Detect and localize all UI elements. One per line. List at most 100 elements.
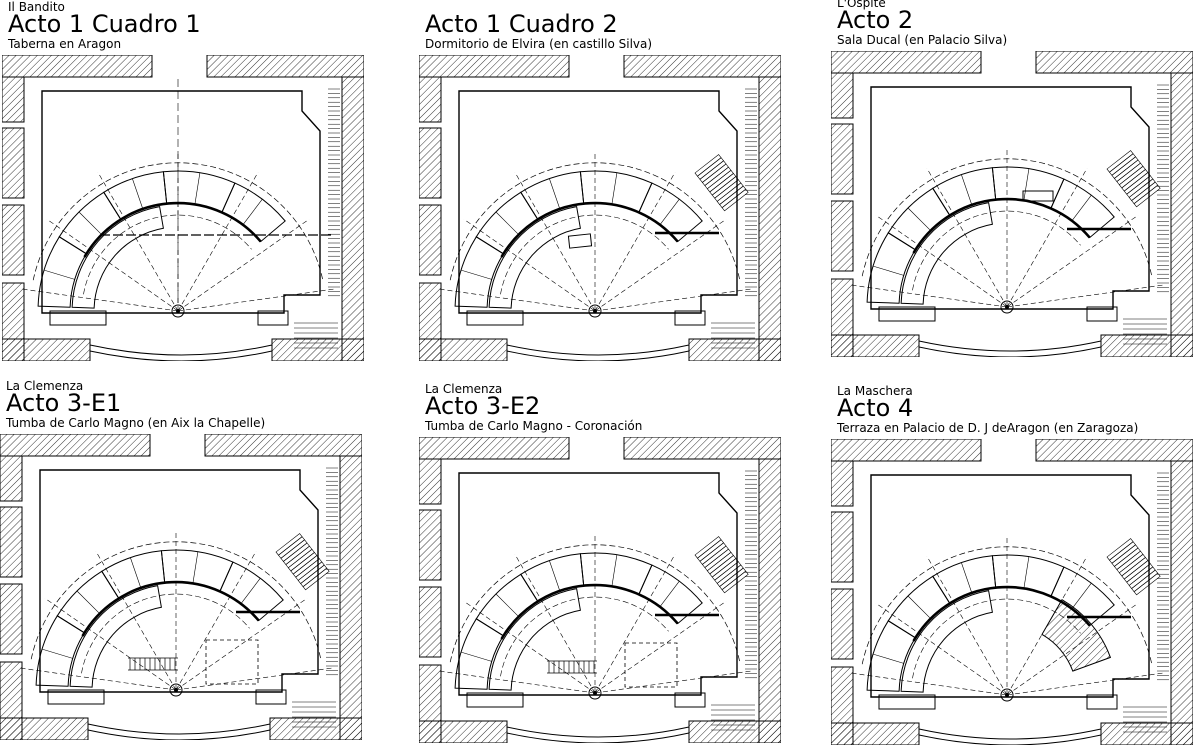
sight-arc xyxy=(500,596,669,677)
wall xyxy=(0,717,89,740)
proscenium-curve xyxy=(918,734,1102,745)
wall xyxy=(419,720,508,743)
wall xyxy=(0,583,23,655)
sight-line xyxy=(46,218,179,312)
wall xyxy=(831,72,854,119)
wing-block xyxy=(1086,306,1118,322)
stair-step xyxy=(1133,572,1161,596)
staircase xyxy=(275,533,330,591)
proscenium-curve xyxy=(918,728,1102,740)
scene-subtitle: Tumba de Carlo Magno (en Aix la Chapelle… xyxy=(6,416,266,430)
wall xyxy=(1035,51,1193,74)
proscenium-curve xyxy=(918,340,1102,352)
wing-block xyxy=(255,689,287,705)
sight-line xyxy=(175,597,308,691)
sight-line xyxy=(175,551,257,691)
bed-prop xyxy=(567,233,593,249)
wall xyxy=(831,200,854,272)
act-title: Acto 1 Cuadro 2 xyxy=(425,10,618,38)
scene-subtitle: Dormitorio de Elvira (en castillo Silva) xyxy=(425,37,653,51)
wall xyxy=(688,338,781,361)
wall xyxy=(688,720,781,743)
center-marker xyxy=(588,686,602,700)
wall xyxy=(2,127,25,199)
wall xyxy=(0,455,23,502)
proscenium-curve xyxy=(506,726,690,738)
stage-plan-panel-5: La Clemenza Acto 3-E2 Tumba de Carlo Mag… xyxy=(419,383,814,753)
platform-divider xyxy=(907,207,931,231)
wall xyxy=(419,458,442,505)
stage-outline xyxy=(39,469,319,693)
stage-plan-panel-6: La Maschera Acto 4 Terraza en Palacio de… xyxy=(831,385,1195,755)
platform-divider xyxy=(961,174,973,205)
sight-line xyxy=(848,284,1008,308)
sight-arc xyxy=(861,158,1153,277)
platform-divider xyxy=(192,551,199,584)
platform-divider xyxy=(76,590,100,614)
stair-step xyxy=(1133,184,1161,208)
platform-divider xyxy=(549,560,561,591)
sight-arc xyxy=(861,546,1153,665)
wall xyxy=(2,204,25,276)
tomb-area xyxy=(624,642,678,688)
center-marker xyxy=(593,691,597,695)
platform-divider xyxy=(1071,195,1092,221)
sight-arc xyxy=(32,162,324,281)
act-title: Acto 1 Cuadro 1 xyxy=(8,10,201,38)
inner-platform xyxy=(71,206,164,309)
platform-divider xyxy=(240,578,261,604)
sight-arc xyxy=(500,214,669,295)
platform-divider xyxy=(611,554,618,587)
sight-arc xyxy=(83,214,252,295)
sight-line xyxy=(175,667,335,691)
floor-plan-drawing xyxy=(0,434,362,740)
wing-block xyxy=(674,692,706,708)
opera-title: Il Bandito xyxy=(8,0,65,14)
center-marker xyxy=(1005,693,1009,697)
center-marker xyxy=(593,309,597,313)
wing-block xyxy=(466,310,524,326)
wall xyxy=(204,434,362,457)
act-title: Acto 3-E1 xyxy=(6,389,122,417)
sight-arc xyxy=(912,210,1081,291)
wall xyxy=(206,55,364,78)
arch-wall xyxy=(912,197,1091,254)
throne-prop xyxy=(1022,190,1054,202)
tomb-area xyxy=(205,639,259,685)
platform-divider xyxy=(961,562,973,593)
wall xyxy=(419,55,570,78)
act-title: Acto 4 xyxy=(837,394,914,422)
platform-divider xyxy=(873,265,904,276)
sight-arc xyxy=(30,541,322,660)
wall xyxy=(831,722,920,745)
proscenium-curve xyxy=(918,346,1102,357)
arch-wall xyxy=(83,201,262,258)
proscenium-curve xyxy=(506,732,690,743)
sight-line xyxy=(1006,214,1139,308)
inner-platform xyxy=(488,588,581,691)
sight-line xyxy=(1006,672,1166,696)
wall xyxy=(831,588,854,660)
stair-step xyxy=(721,570,749,594)
wall xyxy=(419,204,442,276)
sight-line xyxy=(97,172,179,312)
sight-line xyxy=(875,602,1008,696)
inner-platform xyxy=(900,202,993,305)
stage-outline xyxy=(870,474,1150,698)
inner-platform xyxy=(900,590,993,693)
wall xyxy=(271,338,364,361)
arch-wall xyxy=(81,580,260,637)
sight-line xyxy=(594,670,754,694)
center-marker xyxy=(171,304,185,318)
floor-plan-drawing xyxy=(2,55,364,361)
wall xyxy=(758,76,781,361)
scene-subtitle: Tumba de Carlo Magno - Coronación xyxy=(425,419,643,433)
center-marker xyxy=(174,688,178,692)
wing-block xyxy=(878,694,936,710)
platform-divider xyxy=(78,211,102,235)
inner-platform xyxy=(488,206,581,309)
scene-subtitle: Sala Ducal (en Palacio Silva) xyxy=(837,33,1008,47)
sight-arc xyxy=(449,544,741,663)
opera-title: La Clemenza xyxy=(425,382,503,396)
wall xyxy=(419,338,508,361)
